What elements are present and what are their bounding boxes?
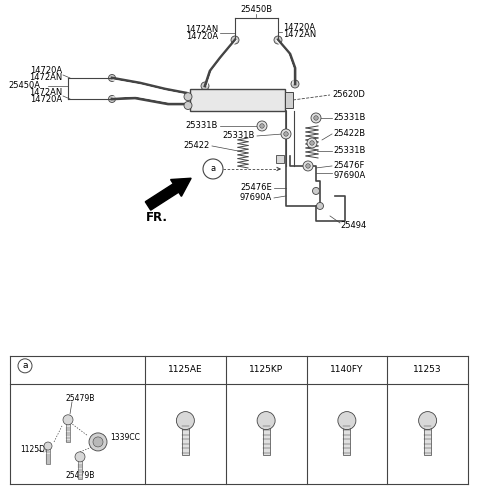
Circle shape: [184, 101, 192, 110]
Text: 25476E: 25476E: [240, 183, 272, 193]
Text: FR.: FR.: [146, 211, 168, 224]
Text: 25476F: 25476F: [333, 162, 364, 170]
Text: 25479B: 25479B: [65, 471, 95, 481]
Text: 14720A: 14720A: [186, 33, 218, 41]
Circle shape: [257, 121, 267, 131]
Text: 1339CC: 1339CC: [110, 433, 140, 443]
FancyBboxPatch shape: [263, 420, 270, 455]
FancyBboxPatch shape: [424, 420, 431, 455]
FancyBboxPatch shape: [182, 420, 189, 455]
Text: 14720A: 14720A: [283, 24, 315, 33]
FancyBboxPatch shape: [190, 89, 285, 111]
FancyBboxPatch shape: [78, 457, 82, 479]
Text: 25331B: 25331B: [333, 114, 365, 123]
Circle shape: [303, 161, 313, 171]
Circle shape: [291, 80, 299, 88]
Circle shape: [316, 203, 324, 209]
Circle shape: [338, 412, 356, 430]
Text: 25494: 25494: [340, 221, 366, 230]
Text: 1472AN: 1472AN: [29, 88, 62, 97]
Text: 1125DR: 1125DR: [20, 446, 50, 454]
Text: 1472AN: 1472AN: [29, 74, 62, 82]
Text: a: a: [210, 165, 216, 173]
FancyBboxPatch shape: [47, 446, 49, 464]
Circle shape: [281, 129, 291, 139]
FancyBboxPatch shape: [285, 92, 293, 108]
FancyBboxPatch shape: [276, 155, 284, 163]
Circle shape: [63, 415, 73, 425]
Text: 25450A: 25450A: [8, 82, 40, 90]
Text: 97690A: 97690A: [240, 194, 272, 203]
Text: 1125AE: 1125AE: [168, 366, 203, 374]
Circle shape: [108, 95, 116, 102]
Text: a: a: [22, 361, 28, 370]
Circle shape: [201, 82, 209, 90]
Text: 11253: 11253: [413, 366, 442, 374]
Circle shape: [257, 412, 275, 430]
Text: 25479B: 25479B: [65, 394, 95, 404]
Circle shape: [184, 93, 192, 101]
Text: 1125KP: 1125KP: [249, 366, 283, 374]
Circle shape: [310, 141, 314, 145]
Circle shape: [231, 36, 239, 44]
Circle shape: [311, 113, 321, 123]
FancyBboxPatch shape: [66, 420, 70, 442]
Circle shape: [419, 412, 437, 430]
Text: 1472AN: 1472AN: [185, 26, 218, 35]
Text: 25422B: 25422B: [333, 129, 365, 138]
Text: 1140FY: 1140FY: [330, 366, 363, 374]
Circle shape: [89, 433, 107, 451]
Circle shape: [108, 75, 116, 82]
Circle shape: [312, 187, 320, 195]
Circle shape: [306, 164, 310, 168]
Circle shape: [44, 442, 52, 450]
Text: 25331B: 25331B: [223, 131, 255, 140]
Circle shape: [176, 412, 194, 430]
Text: 97690A: 97690A: [333, 171, 365, 180]
Circle shape: [284, 132, 288, 136]
Text: 25331B: 25331B: [186, 122, 218, 130]
Text: 14720A: 14720A: [30, 67, 62, 76]
Text: 25620D: 25620D: [332, 90, 365, 99]
Text: 25450B: 25450B: [240, 5, 272, 14]
Circle shape: [314, 116, 318, 120]
Circle shape: [75, 452, 85, 462]
Circle shape: [260, 124, 264, 128]
Text: 1472AN: 1472AN: [283, 31, 316, 40]
Text: 14720A: 14720A: [30, 95, 62, 104]
Text: 25331B: 25331B: [333, 146, 365, 156]
Circle shape: [274, 36, 282, 44]
FancyBboxPatch shape: [343, 420, 350, 455]
Circle shape: [93, 437, 103, 447]
Circle shape: [307, 138, 317, 148]
FancyArrow shape: [145, 178, 191, 210]
Text: 25422: 25422: [184, 141, 210, 151]
